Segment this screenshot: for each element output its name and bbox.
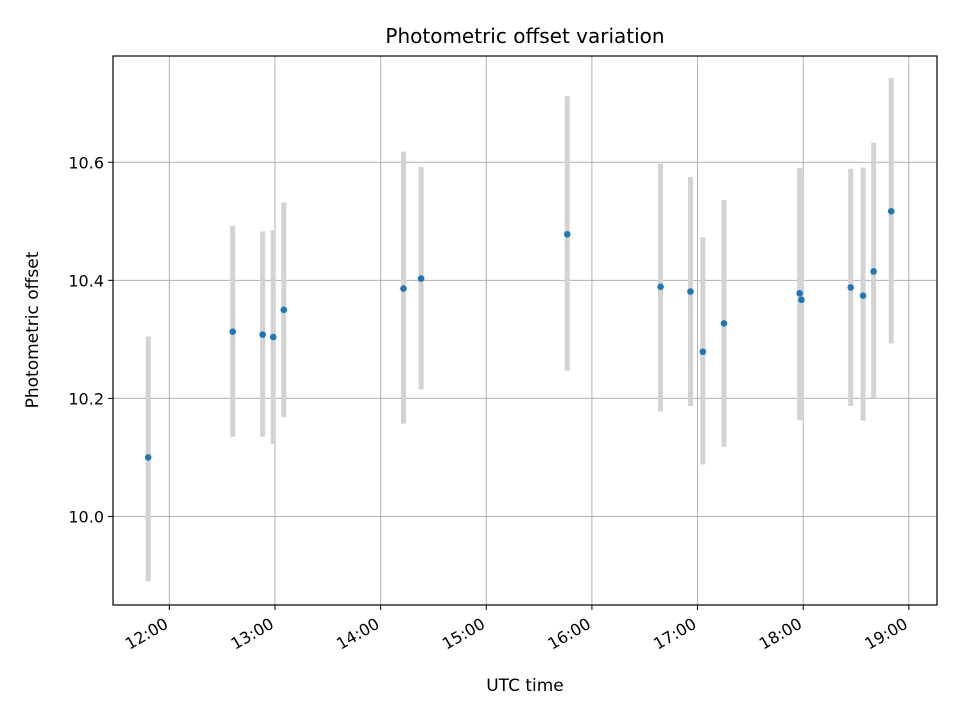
- data-point: [798, 296, 805, 304]
- y-axis-ticks: 10.0 10.2 10.4 10.6: [68, 153, 113, 526]
- data-point: [796, 290, 803, 297]
- data-point: [870, 268, 877, 275]
- data-point: [229, 328, 237, 335]
- y-axis-label: Photometric offset: [23, 251, 43, 408]
- data-point: [269, 333, 277, 341]
- y-tick-label: 10.0: [68, 507, 104, 526]
- data-point: [687, 288, 694, 295]
- data-point: [144, 454, 152, 461]
- data-point: [657, 283, 664, 291]
- data-point: [699, 348, 707, 356]
- y-tick-label: 10.4: [68, 271, 104, 290]
- data-point: [259, 331, 266, 338]
- point-layer: [144, 207, 895, 461]
- data-point: [417, 275, 425, 282]
- data-point: [720, 320, 728, 327]
- data-point: [859, 292, 867, 299]
- data-point: [847, 284, 855, 291]
- plot-frame: [112, 55, 938, 606]
- data-point: [563, 230, 571, 238]
- data-point: [887, 207, 895, 215]
- y-tick-label: 10.2: [68, 389, 104, 408]
- y-tick-label: 10.6: [68, 153, 104, 172]
- data-point: [400, 285, 407, 292]
- x-axis-label: UTC time: [486, 676, 564, 696]
- data-point: [280, 306, 288, 314]
- chart-title: Photometric offset variation: [385, 24, 664, 48]
